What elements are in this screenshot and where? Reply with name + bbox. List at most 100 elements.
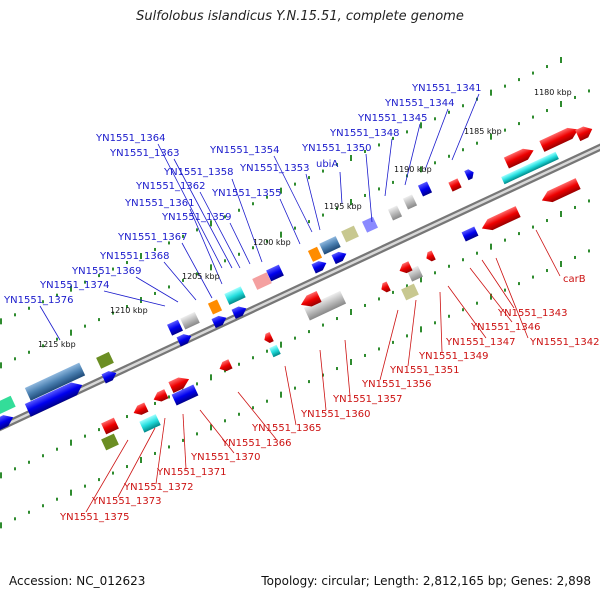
tick-mark: [0, 362, 2, 369]
gene-label-yn1551-1356: YN1551_1356: [361, 379, 432, 390]
gene-feature: [331, 251, 347, 265]
tick-mark: [504, 128, 506, 132]
leader-line: [407, 299, 417, 367]
gene-label-yn1551-1372: YN1551_1372: [123, 482, 194, 493]
tick-mark: [266, 195, 268, 199]
tick-mark: [182, 234, 184, 238]
tick-mark: [574, 205, 576, 209]
tick-mark: [56, 293, 58, 297]
leader-line: [344, 339, 351, 397]
gene-label-yn1551-1344: YN1551_1344: [384, 98, 455, 109]
gene-label-yn1551-1345: YN1551_1345: [357, 113, 428, 124]
tick-mark: [364, 303, 366, 307]
gene-label-carb: carB: [563, 274, 586, 285]
gene-feature: [24, 362, 86, 401]
tick-mark: [406, 130, 408, 134]
tick-mark: [462, 148, 464, 152]
tick-mark: [406, 284, 408, 288]
leader-line: [85, 439, 129, 513]
gene-label-ubia: ubiA: [316, 159, 338, 170]
tick-mark: [210, 424, 212, 431]
leader-line: [229, 222, 251, 265]
tick-mark: [266, 399, 268, 403]
tick-mark: [364, 149, 366, 153]
gene-feature: [481, 206, 521, 231]
tick-mark: [532, 115, 534, 119]
tick-mark: [126, 415, 128, 419]
genome-summary-text: Topology: circular; Length: 2,812,165 bp…: [261, 574, 591, 588]
tick-mark: [70, 439, 72, 446]
tick-mark: [462, 308, 464, 312]
tick-mark: [28, 350, 30, 354]
tick-mark: [476, 141, 478, 145]
leader-line: [155, 417, 166, 485]
tick-mark: [14, 467, 16, 471]
tick-mark: [476, 301, 478, 305]
tick-mark: [448, 154, 450, 158]
gene-label-yn1551-1350: YN1551_1350: [301, 143, 372, 154]
gene-feature: [387, 205, 403, 221]
gene-label-yn1551-1362: YN1551_1362: [135, 181, 206, 192]
leader-line: [181, 242, 213, 299]
tick-mark: [294, 182, 296, 186]
tick-mark: [518, 232, 520, 236]
tick-mark: [294, 336, 296, 340]
gene-feature: [224, 286, 246, 305]
leader-line: [103, 290, 166, 307]
gene-feature: [133, 402, 149, 415]
gene-label-yn1551-1360: YN1551_1360: [300, 409, 371, 420]
gene-feature: [362, 216, 378, 233]
gene-label-yn1551-1353: YN1551_1353: [239, 163, 310, 174]
tick-mark: [406, 334, 408, 338]
gene-label-yn1551-1361: YN1551_1361: [124, 198, 195, 209]
gene-feature: [153, 389, 169, 402]
leader-line: [404, 123, 421, 186]
tick-mark: [28, 460, 30, 464]
tick-mark: [308, 380, 310, 384]
tick-mark: [196, 382, 198, 386]
gene-feature: [426, 250, 436, 262]
gene-label-yn1551-1367: YN1551_1367: [117, 232, 188, 243]
tick-mark: [252, 356, 254, 360]
tick-mark: [420, 326, 422, 333]
tick-mark: [266, 349, 268, 353]
tick-mark: [392, 136, 394, 140]
gene-feature: [0, 395, 16, 415]
tick-mark: [0, 318, 2, 325]
gene-feature: [311, 261, 327, 274]
tick-mark: [210, 374, 212, 381]
tick-mark: [434, 271, 436, 275]
tick-mark: [252, 246, 254, 250]
tick-mark: [98, 478, 100, 482]
gene-feature: [101, 417, 119, 435]
gene-label-yn1551-1348: YN1551_1348: [329, 128, 400, 139]
gene-label-yn1551-1375: YN1551_1375: [59, 512, 130, 523]
tick-mark: [154, 247, 156, 251]
gene-label-yn1551-1341: YN1551_1341: [411, 83, 482, 94]
gene-label-yn1551-1346: YN1551_1346: [470, 322, 541, 333]
tick-mark: [98, 274, 100, 278]
leader-line: [535, 229, 561, 277]
tick-mark: [546, 219, 548, 223]
gene-feature: [211, 315, 227, 329]
tick-mark: [210, 220, 212, 227]
leader-line: [199, 191, 241, 269]
gene-feature: [219, 359, 233, 372]
tick-mark: [294, 386, 296, 390]
leader-line: [424, 108, 449, 171]
tick-mark: [0, 472, 2, 479]
tick-mark: [224, 259, 226, 263]
gene-label-yn1551-1365: YN1551_1365: [251, 423, 322, 434]
leader-line: [284, 365, 297, 426]
tick-mark: [210, 264, 212, 271]
gene-label-yn1551-1347: YN1551_1347: [445, 337, 516, 348]
gene-feature: [575, 126, 593, 142]
gene-feature: [303, 290, 347, 321]
tick-mark: [196, 272, 198, 276]
tick-mark: [448, 264, 450, 268]
gene-label-yn1551-1351: YN1551_1351: [389, 365, 460, 376]
kbp-tick-1205: 1205 kbp: [182, 272, 220, 281]
tick-mark: [560, 101, 562, 107]
gene-label-yn1551-1363: YN1551_1363: [109, 148, 180, 159]
tick-mark: [196, 228, 198, 232]
